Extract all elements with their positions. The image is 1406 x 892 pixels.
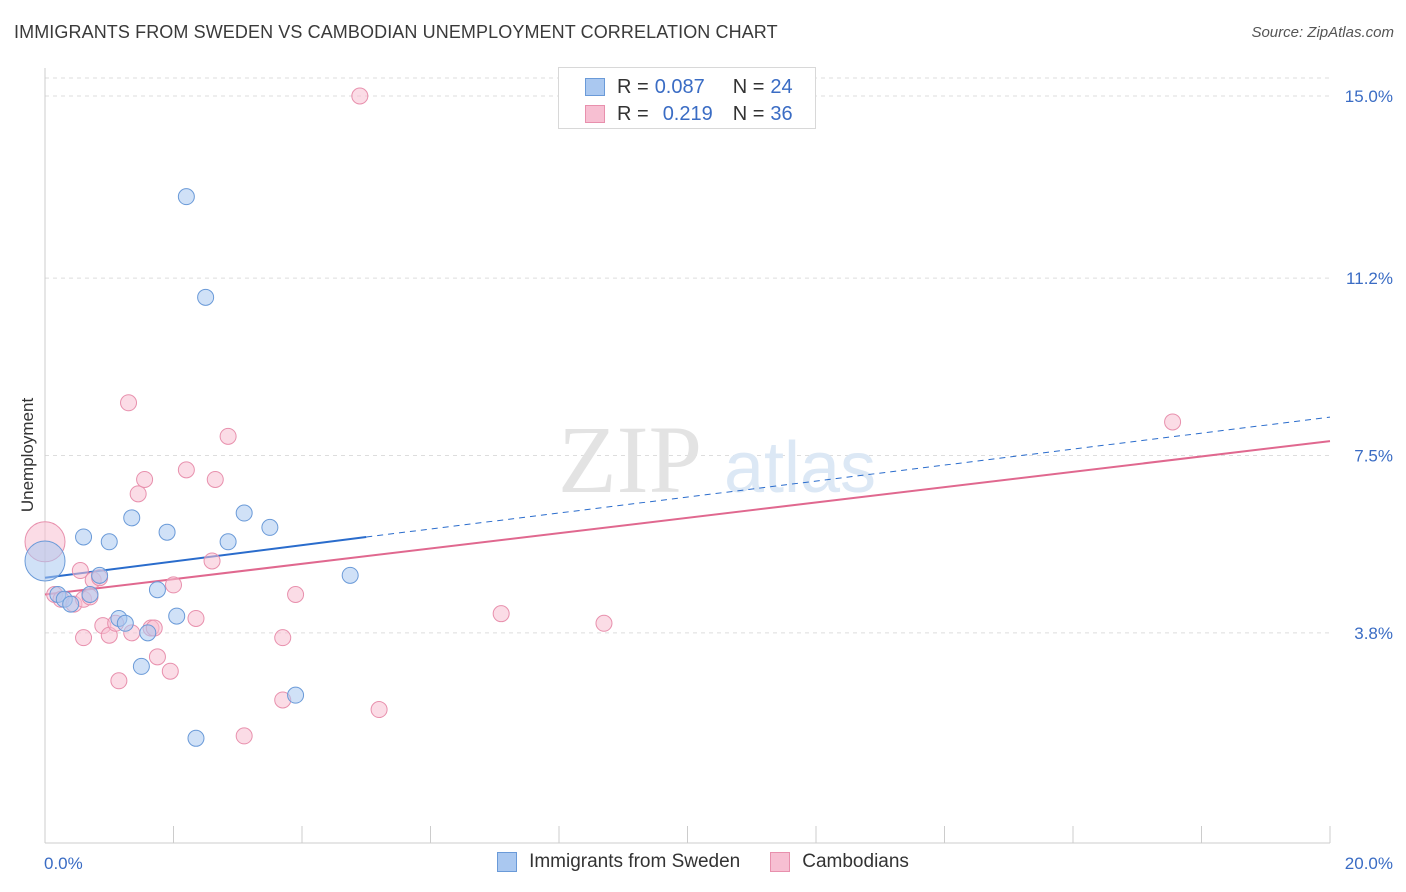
legend-r-value: 0.219 bbox=[662, 102, 713, 125]
point-sweden bbox=[123, 509, 141, 527]
legend-label-cambodians: Cambodians bbox=[802, 851, 909, 872]
x-tick-labels: 0.0% 20.0% bbox=[44, 854, 1393, 873]
point-cambodians bbox=[206, 470, 224, 488]
point-sweden bbox=[341, 566, 359, 584]
point-cambodians bbox=[274, 629, 292, 647]
legend-n-value: 24 bbox=[770, 75, 793, 98]
x-tick-label-max: 20.0% bbox=[1345, 854, 1393, 873]
y-tick-label: 3.8% bbox=[1354, 624, 1393, 643]
point-cambodians bbox=[351, 87, 369, 105]
point-sweden bbox=[100, 533, 118, 551]
grid-lines bbox=[45, 77, 1330, 634]
legend-item-sweden[interactable]: Immigrants from Sweden bbox=[497, 851, 740, 873]
legend-swatch-blue bbox=[497, 852, 518, 872]
legend-r-value: 0.087 bbox=[654, 75, 705, 98]
point-cambodians bbox=[177, 461, 195, 479]
point-cambodians bbox=[161, 662, 179, 680]
trend-line-cambodians bbox=[44, 440, 1331, 596]
point-cambodians bbox=[287, 586, 305, 604]
point-cambodians bbox=[1164, 413, 1182, 431]
point-sweden bbox=[287, 686, 305, 704]
point-sweden bbox=[116, 614, 134, 632]
data-points bbox=[24, 87, 1182, 747]
point-sweden bbox=[235, 504, 253, 522]
point-cambodians bbox=[187, 609, 205, 627]
point-sweden bbox=[177, 188, 195, 206]
y-tick-label: 11.2% bbox=[1346, 269, 1393, 288]
legend-row-cambodians: R = 0.219 N = 36 bbox=[585, 102, 793, 126]
point-sweden bbox=[24, 540, 66, 582]
legend-n-label: N = bbox=[732, 75, 765, 98]
point-cambodians bbox=[75, 629, 93, 647]
point-sweden bbox=[81, 586, 99, 604]
point-sweden bbox=[75, 528, 93, 546]
y-tick-labels: 3.8% 7.5% 11.2% 15.0% bbox=[1345, 87, 1393, 643]
y-tick-label: 7.5% bbox=[1354, 447, 1393, 466]
point-sweden bbox=[197, 288, 215, 306]
legend-n-value: 36 bbox=[770, 102, 793, 125]
point-cambodians bbox=[492, 605, 510, 623]
point-sweden bbox=[139, 624, 157, 642]
point-sweden bbox=[261, 518, 279, 536]
legend-row-sweden: R = 0.087 N = 24 bbox=[585, 75, 793, 99]
point-cambodians bbox=[129, 485, 147, 503]
legend-r-label: R = bbox=[617, 102, 649, 125]
stats-legend: R = 0.087 N = 24 R = 0.219 N = 36 bbox=[558, 67, 816, 129]
point-cambodians bbox=[148, 648, 166, 666]
y-tick-label: 15.0% bbox=[1345, 87, 1393, 106]
legend-swatch-pink bbox=[770, 852, 791, 872]
point-cambodians bbox=[595, 614, 613, 632]
legend-swatch-pink bbox=[585, 105, 605, 123]
legend-swatch-blue bbox=[585, 78, 605, 96]
point-sweden bbox=[91, 566, 109, 584]
legend-r-label: R = bbox=[617, 75, 649, 98]
point-cambodians bbox=[203, 552, 221, 570]
legend-item-cambodians[interactable]: Cambodians bbox=[770, 851, 909, 873]
y-axis-title: Unemployment bbox=[18, 398, 37, 513]
point-sweden bbox=[187, 729, 205, 747]
point-sweden bbox=[62, 595, 80, 613]
point-cambodians bbox=[165, 576, 182, 594]
trend-line-sweden-extension bbox=[366, 416, 1331, 538]
watermark: ZIP atlas bbox=[558, 406, 876, 513]
source-label: Source: ZipAtlas.com bbox=[1251, 24, 1394, 41]
x-tick-label-min: 0.0% bbox=[44, 854, 83, 873]
series-legend: Immigrants from Sweden Cambodians bbox=[0, 851, 1406, 873]
point-sweden bbox=[219, 533, 237, 551]
point-cambodians bbox=[219, 427, 237, 445]
point-sweden bbox=[158, 523, 176, 541]
watermark-zip: ZIP bbox=[558, 406, 702, 513]
point-cambodians bbox=[370, 701, 388, 719]
point-cambodians bbox=[235, 727, 253, 745]
point-cambodians bbox=[120, 394, 138, 412]
chart-title: IMMIGRANTS FROM SWEDEN VS CAMBODIAN UNEM… bbox=[14, 22, 778, 42]
legend-n-label: N = bbox=[732, 102, 765, 125]
axes bbox=[44, 68, 1331, 844]
point-sweden bbox=[148, 581, 166, 599]
watermark-atlas: atlas bbox=[724, 428, 876, 508]
point-cambodians bbox=[136, 470, 154, 488]
point-sweden bbox=[132, 657, 150, 675]
point-sweden bbox=[168, 607, 186, 625]
point-cambodians bbox=[71, 562, 89, 580]
point-cambodians bbox=[110, 672, 128, 690]
legend-label-sweden: Immigrants from Sweden bbox=[529, 851, 741, 872]
